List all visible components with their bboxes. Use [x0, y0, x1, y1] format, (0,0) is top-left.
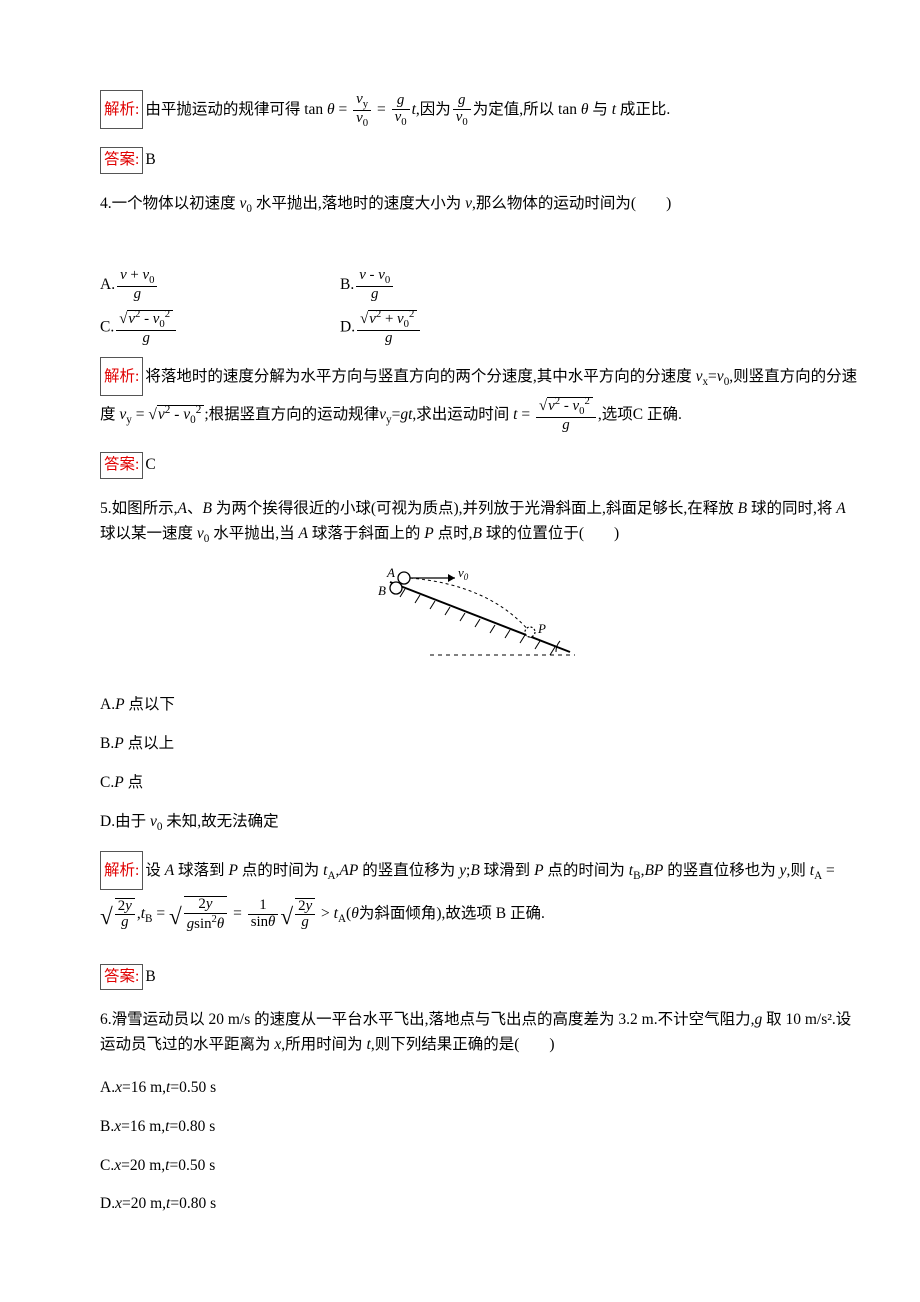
q4-option-d: D.√v2 + v02g [340, 309, 490, 347]
q4-option-b: B.v - v0g [340, 268, 490, 303]
svg-text:B: B [378, 583, 386, 598]
spacer [100, 237, 860, 262]
q4-option-a: A.v + v0g [100, 268, 250, 303]
q4-stem: 4.一个物体以初速度 v0 水平抛出,落地时的速度大小为 v,那么物体的运动时间… [100, 192, 860, 219]
q6-option-b: B.x=16 m,t=0.80 s [100, 1115, 860, 1140]
q5-figure: A B v0 P [100, 567, 860, 676]
q5-stem: 5.如图所示,A、B 为两个挨得很近的小球(可视为质点),并列放于光滑斜面上,斜… [100, 497, 860, 549]
incline-diagram: A B v0 P [360, 567, 600, 667]
q4-options-row2: C.√v2 - v02g D.√v2 + v02g [100, 309, 860, 347]
q4-option-c: C.√v2 - v02g [100, 309, 250, 347]
q3-answer: 答案:B [100, 147, 860, 174]
q4-options-row1: A.v + v0g B.v - v0g [100, 268, 860, 303]
q5-answer: 答案:B [100, 964, 860, 991]
q6-stem: 6.滑雪运动员以 20 m/s 的速度从一平台水平飞出,落地点与飞出点的高度差为… [100, 1008, 860, 1058]
analysis-label: 解析: [100, 851, 143, 890]
q6-option-a: A.x=16 m,t=0.50 s [100, 1076, 860, 1101]
svg-text:A: A [386, 567, 395, 580]
answer-label: 答案: [100, 964, 143, 991]
q5-analysis: 解析:设 A 球落到 P 点的时间为 tA,AP 的竖直位移为 y;B 球滑到 … [100, 851, 860, 946]
q6-option-d: D.x=20 m,t=0.80 s [100, 1192, 860, 1217]
q4-analysis: 解析:将落地时的速度分解为水平方向与竖直方向的两个分速度,其中水平方向的分速度 … [100, 357, 860, 435]
q6-option-c: C.x=20 m,t=0.50 s [100, 1154, 860, 1179]
q5-option-b: B.P 点以上 [100, 732, 860, 757]
q5-option-a: A.P 点以下 [100, 693, 860, 718]
svg-text:v0: v0 [458, 567, 469, 582]
q5-option-c: C.P 点 [100, 771, 860, 796]
analysis-label: 解析: [100, 90, 143, 129]
q4-answer: 答案:C [100, 452, 860, 479]
q5-option-d: D.由于 v0 未知,故无法确定 [100, 810, 860, 837]
answer-label: 答案: [100, 452, 143, 479]
svg-text:P: P [537, 621, 546, 636]
q3-analysis: 解析:由平抛运动的规律可得 tan θ = vyv0 = gv0t,因为gv0为… [100, 90, 860, 129]
frac-vy-v0: vyv0 [353, 92, 371, 129]
frac-g-v0: gv0 [392, 93, 410, 128]
analysis-label: 解析: [100, 357, 143, 396]
q6-options: A.x=16 m,t=0.50 s B.x=16 m,t=0.80 s C.x=… [100, 1076, 860, 1217]
q5-options: A.P 点以下 B.P 点以上 C.P 点 D.由于 v0 未知,故无法确定 [100, 693, 860, 836]
answer-label: 答案: [100, 147, 143, 174]
